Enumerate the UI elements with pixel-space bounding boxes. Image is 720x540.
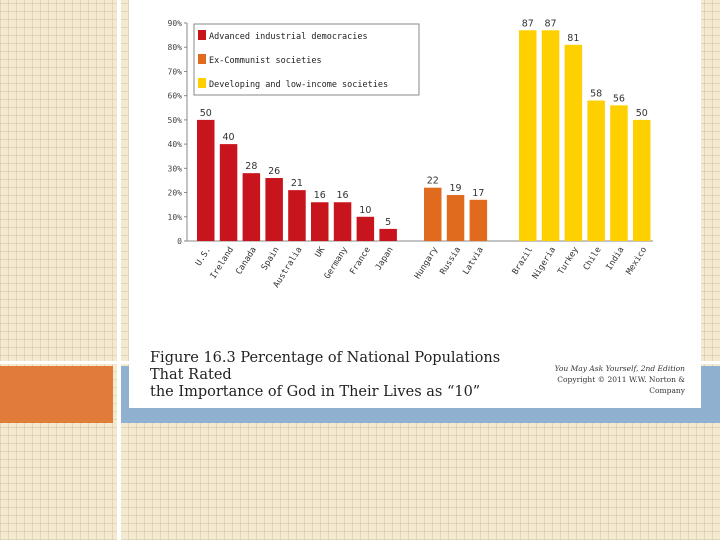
bar <box>633 119 651 241</box>
y-tick-label: 30% <box>168 164 183 173</box>
credit-copyright: Copyright © 2011 W.W. Norton & Company <box>557 375 685 395</box>
x-tick-label: Russia <box>438 245 463 276</box>
bar-value-label: 56 <box>613 93 625 104</box>
x-tick-label: Spain <box>260 245 282 272</box>
bar <box>379 228 397 241</box>
y-tick-label: 20% <box>168 189 183 198</box>
bar <box>265 178 283 241</box>
vertical-divider-line <box>117 0 121 540</box>
bar-value-label: 10 <box>359 205 371 216</box>
bar-value-label: 16 <box>337 190 349 201</box>
bar <box>469 199 488 241</box>
y-tick-label: 10% <box>168 213 183 222</box>
bar-value-label: 5 <box>385 217 391 228</box>
bar-value-label: 40 <box>223 132 235 143</box>
bar <box>219 144 238 241</box>
y-tick-label: 60% <box>168 92 183 101</box>
credit-book-title: You May Ask Yourself, 2nd Edition <box>554 364 685 373</box>
y-tick-label: 90% <box>168 19 183 28</box>
caption-line-2: the Importance of God in Their Lives as … <box>150 384 481 400</box>
legend-swatch <box>198 78 206 88</box>
bar <box>610 105 628 241</box>
bar-value-label: 87 <box>522 18 534 29</box>
bar-value-label: 26 <box>268 166 280 177</box>
legend-label: Advanced industrial democracies <box>209 32 368 42</box>
legend-box <box>193 23 420 96</box>
legend-swatch <box>198 54 206 64</box>
x-tick-label: India <box>604 245 626 272</box>
legend-label: Ex-Communist societies <box>209 56 322 66</box>
caption-line-1: Figure 16.3 Percentage of National Popul… <box>150 350 501 383</box>
bar-value-label: 22 <box>427 176 439 187</box>
figure-caption: Figure 16.3 Percentage of National Popul… <box>150 350 530 401</box>
bar-chart: 010%20%30%40%50%60%70%80%90%50U.S.40Irel… <box>168 18 653 290</box>
x-tick-label: Turkey <box>556 245 581 276</box>
bar-value-label: 19 <box>450 183 462 194</box>
bar-value-label: 50 <box>200 108 212 119</box>
bar-value-label: 81 <box>567 33 579 44</box>
bar <box>587 100 605 241</box>
bar <box>564 44 583 241</box>
bar-value-label: 87 <box>545 18 557 29</box>
bar <box>288 190 306 241</box>
x-tick-label: Japan <box>374 245 396 272</box>
y-tick-label: 80% <box>168 43 183 52</box>
bar-value-label: 17 <box>472 188 484 199</box>
bar-value-label: 16 <box>314 190 326 201</box>
bar <box>541 30 560 242</box>
y-tick-label: 40% <box>168 140 183 149</box>
bar <box>424 187 442 241</box>
figure-credit: You May Ask Yourself, 2nd Edition Copyri… <box>520 363 685 396</box>
x-tick-label: Chile <box>582 245 604 272</box>
x-tick-label: Mexico <box>625 245 650 276</box>
bar <box>197 119 215 241</box>
y-tick-label: 0 <box>177 237 182 246</box>
x-tick-label: UK <box>313 245 327 260</box>
accent-block <box>0 366 113 423</box>
x-tick-label: Brazil <box>511 245 536 276</box>
x-tick-label: Hungary <box>413 245 440 281</box>
x-tick-label: France <box>348 245 373 276</box>
bar <box>356 216 375 241</box>
bar <box>242 173 261 241</box>
bar <box>446 194 465 241</box>
bar <box>333 202 352 241</box>
x-tick-label: U.S. <box>194 245 213 268</box>
y-tick-label: 50% <box>168 116 183 125</box>
bar-value-label: 28 <box>245 161 257 172</box>
bar-value-label: 50 <box>636 108 648 119</box>
y-tick-label: 70% <box>168 67 183 76</box>
bar-value-label: 58 <box>590 89 602 100</box>
bar <box>519 30 537 242</box>
bar-value-label: 21 <box>291 178 303 189</box>
x-tick-label: Latvia <box>461 245 486 276</box>
bar <box>311 202 329 241</box>
x-tick-label: Canada <box>234 245 259 276</box>
legend-label: Developing and low-income societies <box>209 80 388 90</box>
legend-swatch <box>198 30 206 40</box>
